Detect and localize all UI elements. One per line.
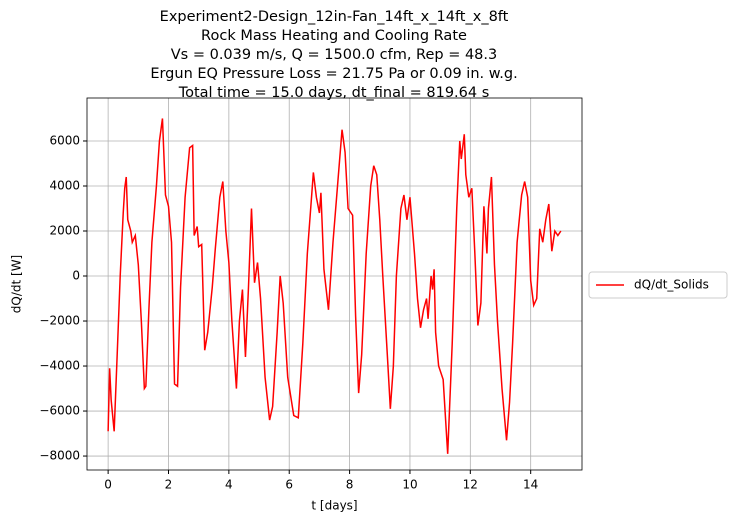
plot-frame: [86, 97, 583, 471]
data-line: [107, 118, 562, 454]
x-tick-label: 10: [402, 478, 417, 492]
chart-title: Vs = 0.039 m/s, Q = 1500.0 cfm, Rep = 48…: [171, 47, 498, 63]
y-tick-label: −8000: [39, 449, 80, 463]
y-tick-label: 2000: [49, 224, 80, 238]
y-tick-label: −6000: [39, 404, 80, 418]
legend-box: [588, 271, 728, 299]
legend-label: dQ/dt_Solids: [634, 278, 709, 292]
x-tick-label: 6: [285, 478, 293, 492]
y-axis-label: dQ/dt [W]: [10, 255, 24, 313]
x-tick-label: 14: [523, 478, 538, 492]
chart-title: Total time = 15.0 days, dt_final = 819.6…: [178, 85, 490, 101]
x-tick-label: 12: [463, 478, 478, 492]
x-tick-label: 8: [346, 478, 354, 492]
y-tick-label: 6000: [49, 133, 80, 147]
y-tick-label: 0: [72, 269, 80, 283]
y-tick-label: 4000: [49, 178, 80, 192]
chart-title: Rock Mass Heating and Cooling Rate: [201, 28, 467, 44]
chart-title: Experiment2-Design_12in-Fan_14ft_x_14ft_…: [160, 9, 509, 25]
y-tick-label: −2000: [39, 314, 80, 328]
chart-title: Ergun EQ Pressure Loss = 21.75 Pa or 0.0…: [150, 66, 517, 82]
y-tick-label: −4000: [39, 359, 80, 373]
x-tick-label: 0: [104, 478, 112, 492]
x-axis-label: t [days]: [311, 499, 357, 513]
x-tick-label: 4: [225, 478, 233, 492]
x-tick-label: 2: [165, 478, 173, 492]
